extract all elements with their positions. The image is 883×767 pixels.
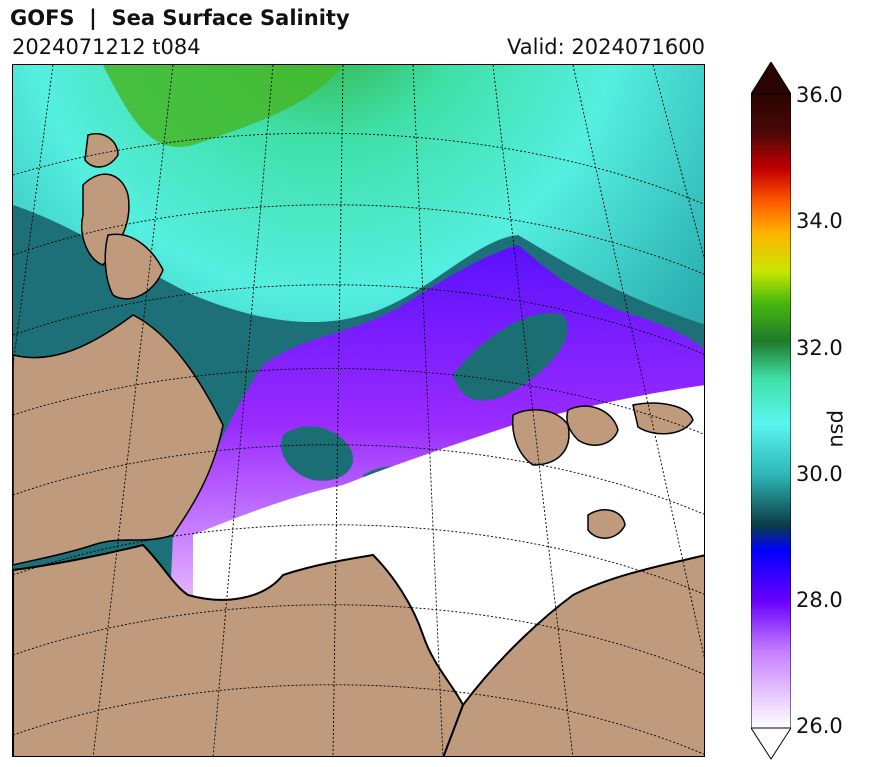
salinity-map (12, 64, 705, 757)
map-title: GOFS | Sea Surface Salinity (10, 6, 350, 30)
colorbar (750, 61, 792, 760)
land-mass (442, 554, 704, 756)
colorbar-extend-top (750, 61, 792, 95)
colorbar-tick: 26.0 (796, 714, 843, 738)
island (511, 409, 570, 466)
island (587, 509, 626, 539)
colorbar-tick: 32.0 (796, 336, 843, 360)
dark-eddy (453, 313, 568, 401)
island (566, 405, 619, 446)
colorbar-tick: 34.0 (796, 209, 843, 233)
dark-eddy (281, 426, 354, 481)
colorbar-tick: 30.0 (796, 462, 843, 486)
colorbar-body (750, 93, 792, 729)
colorbar-tick: 28.0 (796, 588, 843, 612)
island (84, 133, 119, 168)
island (104, 233, 164, 300)
land-mass (13, 543, 465, 756)
run-time-label: 2024071212 t084 (12, 35, 201, 59)
colorbar-tick: 36.0 (796, 83, 843, 107)
colorbar-extend-bottom (750, 727, 792, 760)
valid-time-label: Valid: 2024071600 (507, 35, 705, 59)
green-high-salinity-zone (103, 65, 343, 147)
land-mass (13, 314, 224, 566)
colorbar-label: psu (826, 410, 850, 448)
graticule (13, 65, 704, 756)
island (632, 402, 694, 435)
